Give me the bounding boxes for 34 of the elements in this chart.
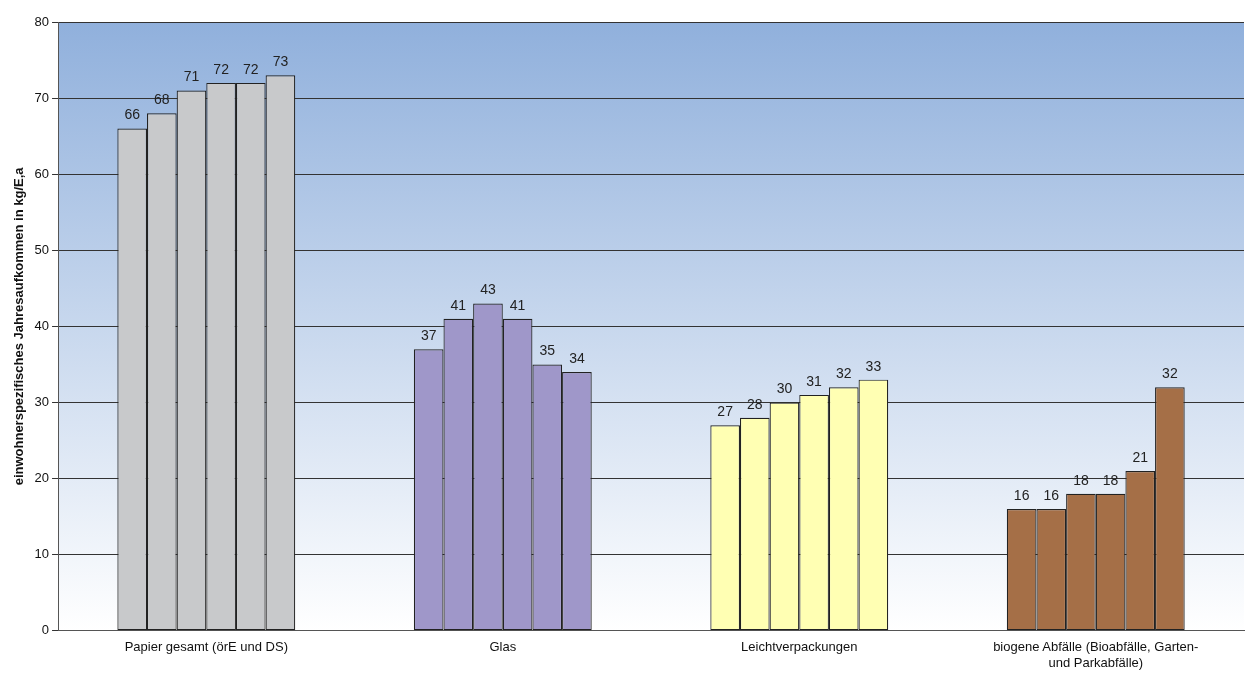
data-label: 41: [450, 296, 467, 313]
x-tick-label: Papier gesamt (örE und DS): [124, 639, 288, 655]
data-label: 66: [124, 106, 141, 123]
x-tick-label: Leichtverpackungen: [741, 639, 858, 655]
y-tick-label: 50: [34, 241, 50, 257]
data-label: 71: [183, 68, 200, 85]
y-tick-label: 30: [34, 394, 50, 410]
x-tick-label: Glas: [489, 639, 517, 655]
x-tick-label: biogene Abfälle (Bioabfälle, Garten- und Parkabfälle): [993, 639, 1199, 670]
data-label: 32: [835, 365, 852, 382]
y-axis-title: einwohnerspezifisches Jahresaufkommen in kg/E,a: [11, 166, 27, 486]
data-label: 16: [1013, 486, 1030, 503]
y-tick-label: 60: [34, 165, 50, 181]
data-label: 27: [717, 403, 734, 420]
data-label: 37: [420, 327, 437, 344]
data-label: 30: [776, 380, 793, 397]
data-label: 34: [569, 349, 585, 366]
y-tick-label: 20: [34, 470, 50, 486]
data-label: 43: [480, 281, 496, 298]
y-tick-label: 10: [34, 546, 50, 562]
data-label: 33: [865, 357, 882, 374]
data-label: 73: [272, 53, 289, 70]
data-label: 72: [242, 60, 259, 77]
data-label: 21: [1132, 448, 1149, 465]
y-tick-label: 0: [41, 622, 50, 638]
data-label: 72: [213, 60, 230, 77]
data-label: 16: [1043, 486, 1060, 503]
data-label: 32: [1162, 365, 1178, 382]
data-label: 35: [539, 342, 556, 359]
data-label: 31: [806, 372, 823, 389]
y-tick-label: 40: [34, 317, 50, 333]
data-label: 41: [509, 296, 526, 313]
y-tick-label: 70: [34, 89, 50, 105]
y-tick-label: 80: [34, 13, 50, 29]
